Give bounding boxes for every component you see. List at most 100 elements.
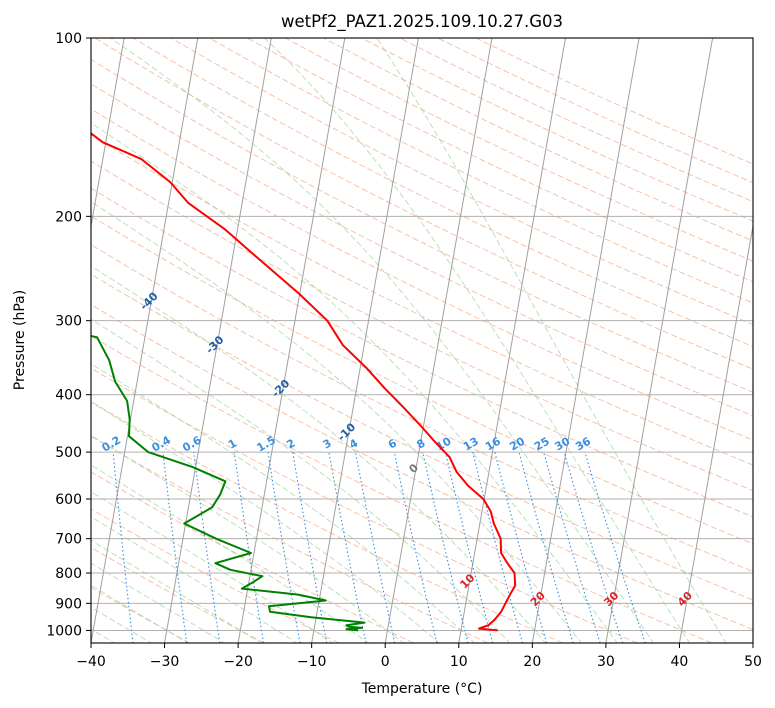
y-tick-label: 600	[55, 492, 82, 508]
x-axis-label: Temperature (°C)	[361, 681, 483, 697]
x-tick-label: 40	[671, 654, 689, 670]
mixing-ratio-line	[494, 451, 548, 643]
x-tick-label: −20	[223, 654, 253, 670]
dry-adiabat	[91, 215, 753, 545]
y-axis-label: Pressure (hPa)	[12, 290, 28, 390]
isotherm	[91, 38, 199, 643]
isotherm-label: -30	[203, 333, 226, 356]
mixing-ratio-label: 3	[321, 437, 334, 452]
isotherm	[237, 38, 346, 643]
isotherm-label: -50	[72, 246, 95, 269]
y-tick-label: 300	[55, 314, 82, 330]
dry-adiabat	[91, 435, 489, 643]
mixing-ratio-line	[584, 451, 646, 643]
x-tick-label: −30	[150, 654, 180, 670]
isotherm-label: -60	[6, 202, 29, 225]
x-tick-label: 20	[523, 654, 541, 670]
isotherm	[458, 38, 566, 643]
dry-adiabat	[91, 58, 753, 393]
plot-area: 0.10.20.40.611.52346810131620253036-100-…	[6, 38, 753, 643]
isotherm	[384, 38, 493, 643]
dry-adiabat	[361, 38, 753, 222]
mixing-ratio-line	[112, 452, 134, 643]
y-axis: 100 200 300 400 500 600 700 800 900 1000	[46, 31, 91, 639]
dry-adiabat	[91, 244, 753, 573]
x-tick-label: −10	[297, 654, 327, 670]
dry-adiabat	[94, 38, 753, 370]
mixing-ratio-line	[518, 451, 574, 643]
dry-adiabat	[91, 160, 753, 492]
x-tick-label: 10	[450, 654, 468, 670]
mixing-ratio-line	[233, 452, 265, 643]
mixing-ratio-label: 36	[573, 434, 593, 453]
y-tick-label: 700	[55, 532, 82, 548]
mixing-ratio-label: 0.4	[150, 433, 174, 454]
dry-adiabat	[91, 367, 638, 643]
dry-adiabat	[91, 586, 190, 643]
mixing-ratio-label: 16	[483, 434, 503, 453]
moist-adiabat	[91, 562, 226, 643]
mixing-ratio-line	[193, 452, 221, 643]
mixing-ratio-label: 8	[414, 437, 427, 452]
moist-adiabat	[91, 401, 440, 643]
isotherm	[164, 38, 272, 643]
y-tick-label: 500	[55, 445, 82, 461]
dry-adiabat	[208, 38, 753, 304]
mixing-ratio-label: 25	[532, 435, 552, 454]
dry-adiabat	[91, 401, 563, 643]
dry-adiabat	[437, 38, 753, 184]
plot-frame	[90, 37, 754, 644]
isotherm	[678, 223, 753, 643]
moist-adiabat	[91, 491, 334, 643]
dry-adiabat	[91, 303, 753, 631]
dry-adiabat	[91, 546, 265, 643]
x-tick-label: 50	[744, 654, 762, 670]
dry-adiabat	[475, 38, 753, 165]
mixing-ratio-label: 0.2	[100, 434, 123, 455]
isotherm	[311, 38, 419, 643]
y-tick-label: 200	[55, 209, 82, 225]
isotherm	[91, 38, 125, 229]
dry-adiabat	[91, 108, 753, 441]
moist-adiabat	[109, 38, 654, 643]
isotherm-label: 0	[406, 461, 421, 476]
chart-title: wetPf2_PAZ1.2025.109.10.27.G03	[281, 12, 563, 32]
moist-adiabat	[91, 539, 262, 643]
y-tick-label: 900	[55, 596, 82, 612]
x-tick-label: 0	[381, 654, 390, 670]
mixing-ratio-label: 6	[386, 436, 399, 451]
y-tick-label: 400	[55, 388, 82, 404]
moist-adiabat	[91, 434, 405, 643]
moist-adiabat	[91, 318, 511, 643]
isotherm-label: -40	[137, 289, 160, 312]
mixing-ratio-line	[543, 451, 601, 643]
mixing-ratio-label: 20	[507, 434, 527, 453]
dewpoint-profile	[91, 334, 366, 632]
mixing-ratio-line	[563, 451, 624, 643]
y-tick-label: 100	[55, 31, 82, 47]
mixing-ratio-line	[328, 452, 367, 643]
dry-adiabat	[132, 38, 753, 348]
moist-adiabat	[91, 363, 476, 643]
dry-adiabat	[399, 38, 753, 203]
moist-adiabat	[91, 122, 618, 643]
isotherm	[752, 640, 753, 643]
mixing-ratio-line	[393, 451, 438, 643]
isotherm-label: -20	[269, 377, 292, 400]
moist-adiabat	[376, 38, 727, 643]
mixing-ratio-line	[444, 451, 494, 643]
moist-adiabat	[91, 201, 582, 643]
dry-adiabat	[91, 273, 753, 601]
dry-adiabat	[170, 38, 753, 325]
isotherm	[531, 38, 640, 643]
moist-adiabat	[91, 265, 547, 643]
x-tick-label: 30	[597, 654, 615, 670]
mixing-ratio-line	[422, 451, 469, 643]
dry-adiabat	[285, 38, 753, 262]
dry-adiabat	[91, 471, 414, 643]
isotherm-label: 40	[675, 589, 695, 609]
dry-adiabat	[91, 508, 340, 643]
moist-adiabat	[91, 584, 189, 643]
isotherm-label: 20	[528, 589, 548, 609]
temperature-profile	[91, 132, 517, 632]
